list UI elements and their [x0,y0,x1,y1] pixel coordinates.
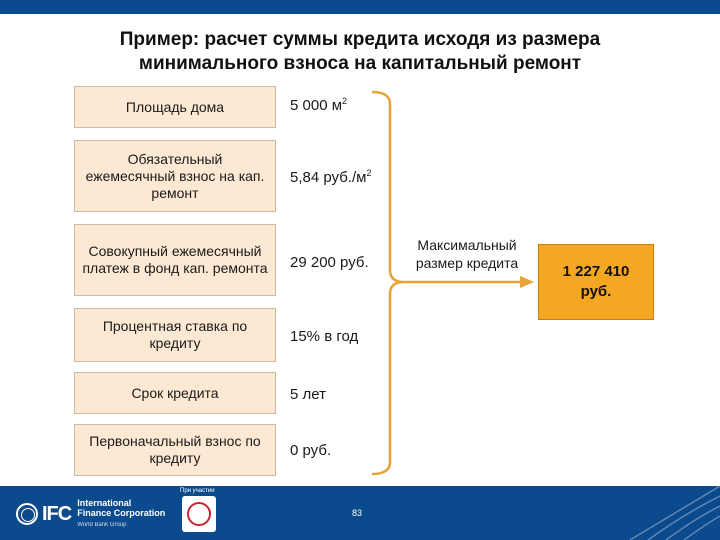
param-label: Совокупный ежемесячный платеж в фонд кап… [82,243,268,276]
param-value-area: 5 000 м2 [290,96,348,114]
param-box-term: Срок кредита [74,372,276,414]
slide-title: Пример: расчет суммы кредита исходя из р… [60,28,660,76]
top-bar [0,0,720,14]
partner-emblem-icon [182,496,216,532]
ifc-logo: IFC International Finance Corporation Wo… [16,498,165,530]
param-label: Первоначальный взнос по кредиту [89,433,261,466]
param-value-rate: 15% в год [290,328,359,345]
result-unit: руб. [580,283,612,300]
swoosh-decoration-icon [629,486,720,540]
globe-icon [16,503,38,525]
param-value-downpayment: 0 руб. [290,442,332,459]
param-label: Площадь дома [125,98,225,115]
max-credit-label: Максимальный размер кредита [415,237,519,271]
result-amount: 1 227 410 [562,263,630,280]
title-line-2: минимального взноса на капитальный ремон… [138,53,582,74]
param-label: Процентная ставка по кредиту [102,318,248,351]
partner-label: При участии [180,488,215,494]
page-number: 83 [352,508,363,518]
param-label: Обязательный ежемесячный взнос на кап. р… [85,150,265,201]
title-line-1: Пример: расчет суммы кредита исходя из р… [119,29,601,50]
param-box-total: Совокупный ежемесячный платеж в фонд кап… [74,224,276,296]
param-value-fee: 5,84 руб./м2 [290,168,372,186]
result-box: 1 227 410 руб. [538,244,654,320]
ifc-letters: IFC [42,502,72,525]
param-box-rate: Процентная ставка по кредиту [74,308,276,362]
param-box-downpayment: Первоначальный взнос по кредиту [74,424,276,476]
param-value-term: 5 лет [290,386,326,403]
param-label: Срок кредита [131,384,219,401]
param-value-total: 29 200 руб. [290,254,369,271]
ifc-name: International Finance Corporation World … [77,498,166,528]
param-box-area: Площадь дома [74,86,276,128]
footer: IFC International Finance Corporation Wo… [0,486,720,540]
param-box-fee: Обязательный ежемесячный взнос на кап. р… [74,140,276,212]
